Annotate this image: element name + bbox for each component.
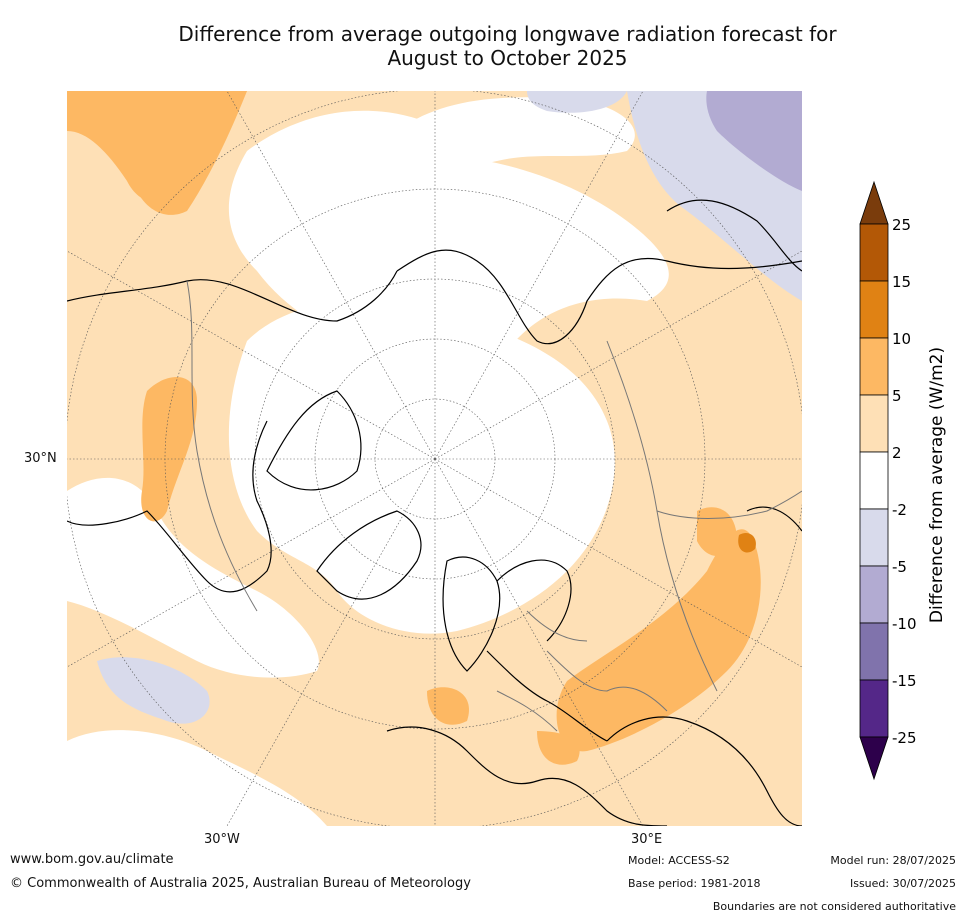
- colorbar-box-2_5: [859, 394, 889, 453]
- colorbar-box-m2_2: [859, 451, 889, 510]
- anomaly-10-15-region: [738, 532, 756, 553]
- colorbar-tick-label: 25: [892, 216, 911, 234]
- colorbar-box-m25_m15: [859, 679, 889, 738]
- polar-map: [67, 91, 802, 826]
- colorbar-tick-label: 5: [892, 387, 902, 405]
- lon-label-30w: 30°W: [204, 832, 240, 847]
- colorbar-arrow-top: [859, 180, 889, 225]
- lon-label-30e: 30°E: [631, 832, 663, 847]
- colorbar-box-10_15: [859, 280, 889, 339]
- colorbar-box-m10_m5: [859, 565, 889, 624]
- colorbar-box-15_25: [859, 223, 889, 282]
- coastlines: [67, 199, 802, 826]
- colorbar-tick-label: -5: [892, 558, 907, 576]
- title-line-2: August to October 2025: [387, 46, 628, 70]
- country-borders: [186, 280, 802, 732]
- colorbar-tick-label: 10: [892, 330, 911, 348]
- footer-disclaimer: Boundaries are not considered authoritat…: [712, 900, 956, 913]
- footer-model-run: Model run: 28/07/2025: [830, 854, 956, 867]
- colorbar-tick-label: -25: [892, 729, 917, 747]
- colorbar-tick-label: 2: [892, 444, 902, 462]
- colorbar-label: Difference from average (W/m2): [927, 347, 947, 623]
- chart-title: Difference from average outgoing longwav…: [150, 22, 865, 70]
- footer-website[interactable]: www.bom.gov.au/climate: [10, 852, 174, 867]
- anomaly-m10-m5-region: [706, 91, 802, 191]
- colorbar-box-m15_m10: [859, 622, 889, 681]
- colorbar-boxes: [859, 180, 889, 781]
- title-line-1: Difference from average outgoing longwav…: [178, 22, 837, 46]
- footer-issued: Issued: 30/07/2025: [849, 877, 956, 890]
- meridian-lines: [67, 91, 802, 826]
- colorbar-box-5_10: [859, 337, 889, 396]
- footer-model: Model: ACCESS-S2: [628, 854, 730, 867]
- colorbar-ticks: 25 15 10 5 2 -2 -5 -10 -15 -25: [892, 216, 917, 747]
- footer-copyright: © Commonwealth of Australia 2025, Austra…: [10, 876, 471, 891]
- colorbar: 25 15 10 5 2 -2 -5 -10 -15 -25 Difference from av…: [859, 180, 947, 781]
- lat-label-30n: 30°N: [24, 451, 57, 466]
- colorbar-tick-label: -10: [892, 615, 917, 633]
- colorbar-box-m5_m2: [859, 508, 889, 567]
- footer-base-period: Base period: 1981-2018: [628, 877, 761, 890]
- colorbar-tick-label: 15: [892, 273, 911, 291]
- colorbar-arrow-bottom: [859, 736, 889, 781]
- anomaly-5-10-regions: [67, 91, 761, 765]
- colorbar-tick-label: -2: [892, 501, 907, 519]
- colorbar-tick-label: -15: [892, 672, 917, 690]
- near-normal-regions: [67, 97, 669, 826]
